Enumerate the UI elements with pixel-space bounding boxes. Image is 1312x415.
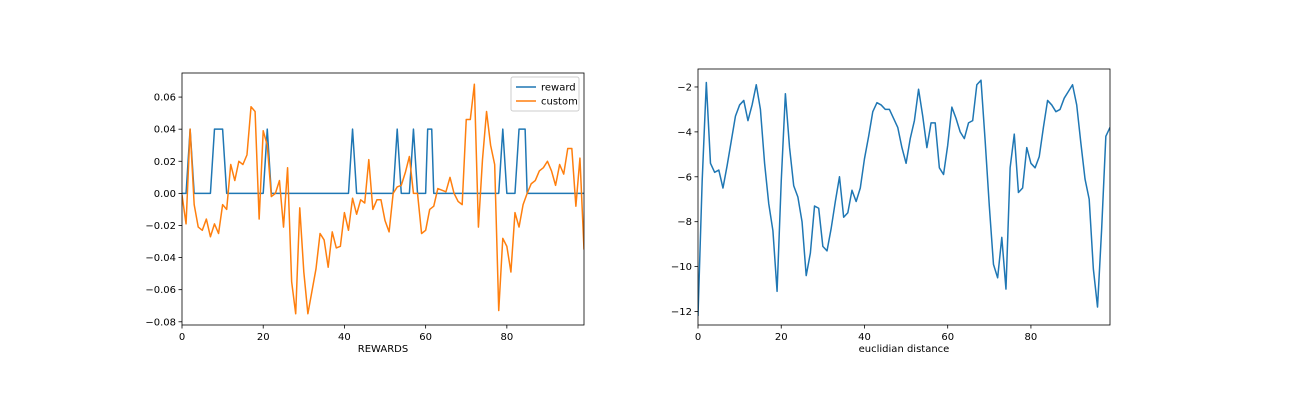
- y-tick-label: −0.06: [145, 285, 176, 296]
- y-tick-label: −10: [671, 262, 692, 273]
- rewards-plot: 0 20 40 60 80 −0.08 −0.06 −0.04 −0.02 0.00 0.02 0.…: [145, 72, 585, 355]
- euclidian-distance-plot-x-axis-label: euclidian distance: [859, 344, 950, 355]
- rewards-plot-lines: [182, 83, 584, 315]
- legend-box: [510, 76, 580, 112]
- x-tick-label: 60: [941, 332, 954, 343]
- y-tick-label: −0.02: [145, 221, 176, 232]
- series-line-series-0: [698, 79, 1110, 317]
- x-tick-label: 20: [257, 332, 270, 343]
- x-tick-label: 40: [858, 332, 871, 343]
- y-tick-label: −0.04: [145, 253, 176, 264]
- series-line-custom: [182, 83, 584, 315]
- x-tick-label: 60: [419, 332, 432, 343]
- y-tick-label: −2: [677, 82, 692, 93]
- y-tick-label: −4: [677, 127, 692, 138]
- legend-label-reward: reward: [541, 83, 576, 94]
- x-tick-label: 80: [500, 332, 513, 343]
- euclidian-distance-plot-y-ticks: −12 −10 −8 −6 −4 −2: [671, 82, 698, 318]
- y-tick-label: −0.08: [145, 317, 176, 328]
- x-tick-label: 80: [1025, 332, 1038, 343]
- rewards-plot-frame: [181, 72, 585, 326]
- y-tick-label: 0.00: [154, 189, 176, 200]
- legend-label-custom: custom: [541, 97, 578, 108]
- x-tick-label: 40: [338, 332, 351, 343]
- x-tick-label: 0: [179, 332, 185, 343]
- x-tick-label: 0: [695, 332, 701, 343]
- y-tick-label: −8: [677, 217, 692, 228]
- series-line-reward: [182, 128, 584, 195]
- euclidian-distance-plot-lines: [698, 79, 1110, 317]
- rewards-plot-x-axis-label: REWARDS: [358, 344, 408, 355]
- rewards-plot-y-ticks: −0.08 −0.06 −0.04 −0.02 0.00 0.02 0.04 0.06: [145, 93, 182, 328]
- y-tick-label: −12: [671, 307, 692, 318]
- rewards-plot-x-ticks: 0 20 40 60 80: [179, 325, 513, 343]
- y-tick-label: −6: [677, 172, 692, 183]
- euclidian-distance-plot-x-ticks: 0 20 40 60 80: [695, 325, 1037, 343]
- y-tick-label: 0.04: [154, 125, 176, 136]
- x-tick-label: 20: [775, 332, 788, 343]
- y-tick-label: 0.06: [154, 93, 176, 104]
- euclidian-distance-plot: 0 20 40 60 80 −12 −10 −8 −6 −4 −2 euclidian dista…: [671, 68, 1111, 355]
- y-tick-label: 0.02: [154, 157, 176, 168]
- euclidian-distance-plot-frame: [697, 68, 1111, 326]
- rewards-plot-legend: reward custom: [510, 76, 580, 112]
